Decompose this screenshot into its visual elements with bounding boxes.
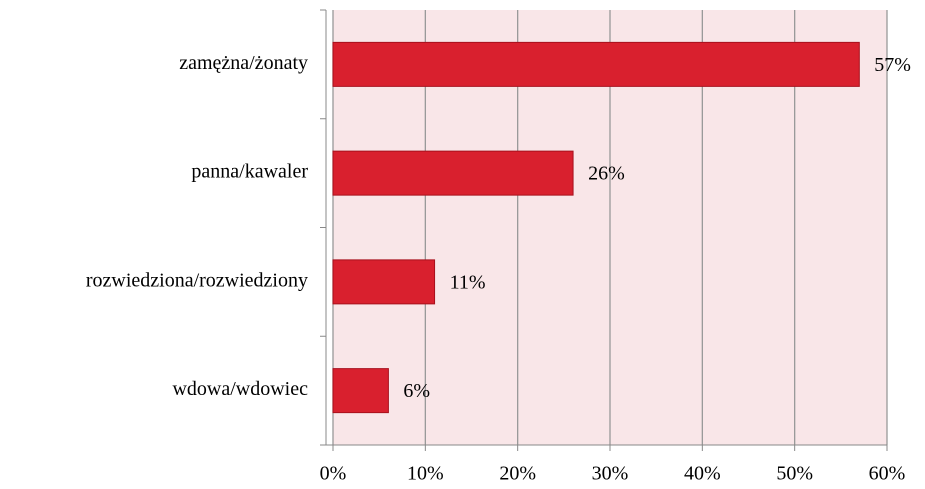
- bar: [332, 41, 860, 87]
- bar: [332, 368, 389, 414]
- y-tick-label: zamężna/żonaty: [179, 52, 308, 74]
- x-tick-label: 60%: [869, 463, 906, 485]
- value-label: 6%: [403, 380, 430, 402]
- x-tick-label: 50%: [776, 463, 813, 485]
- bar: [332, 150, 574, 196]
- y-tick-label: panna/kawaler: [191, 161, 308, 183]
- x-tick-label: 0%: [320, 463, 347, 485]
- x-tick-label: 40%: [684, 463, 721, 485]
- x-tick-label: 30%: [592, 463, 629, 485]
- value-label: 26%: [588, 163, 625, 185]
- value-label: 11%: [450, 271, 486, 293]
- x-tick-label: 20%: [499, 463, 536, 485]
- value-label: 57%: [874, 54, 911, 76]
- y-tick-label: rozwiedziona/rozwiedziony: [86, 269, 308, 291]
- bar: [332, 259, 436, 305]
- y-tick-label: wdowa/wdowiec: [172, 378, 308, 400]
- x-tick-label: 10%: [407, 463, 444, 485]
